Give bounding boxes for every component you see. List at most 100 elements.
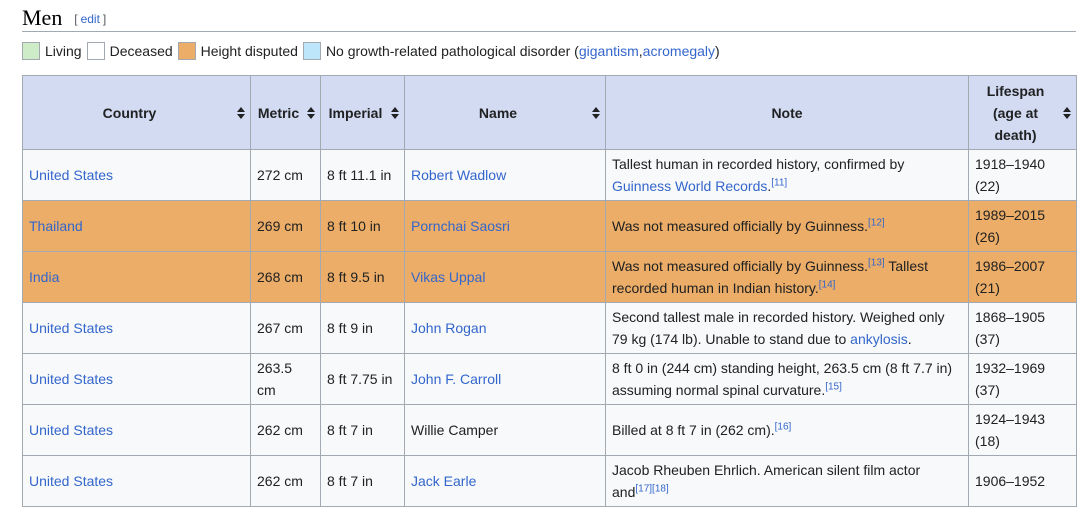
country-link[interactable]: United States: [29, 167, 114, 183]
imperial-cell: 8 ft 9 in: [320, 302, 405, 354]
legend-item-living: Living: [22, 42, 82, 60]
note-link[interactable]: Guinness World Records: [612, 178, 768, 194]
metric-cell: 262 cm: [250, 404, 321, 456]
name-cell: John F. Carroll: [404, 353, 606, 405]
person-name[interactable]: Jack Earle: [411, 473, 477, 489]
reference-link[interactable]: [16]: [774, 421, 792, 433]
living-swatch: [22, 42, 40, 60]
table-row: United States 267 cm 8 ft 9 in John Rogan Se…: [22, 302, 1077, 354]
lifespan-cell: 1924–1943 (18): [968, 404, 1077, 456]
metric-cell: 263.5 cm: [250, 353, 321, 405]
reference-link[interactable]: [11]: [771, 177, 788, 189]
lifespan-cell: 1918–1940 (22): [968, 149, 1077, 201]
country-link[interactable]: United States: [29, 371, 114, 387]
name-cell: Willie Camper: [404, 404, 606, 456]
name-cell: Robert Wadlow: [404, 149, 606, 201]
country-cell: United States: [22, 353, 251, 405]
table-row: United States 262 cm 8 ft 7 in Willie Campe…: [22, 404, 1077, 456]
deceased-swatch: [86, 42, 105, 60]
col-header-lifespan[interactable]: Lifespan (age at death): [968, 75, 1077, 150]
imperial-cell: 8 ft 10 in: [320, 200, 405, 252]
country-cell: United States: [22, 149, 251, 201]
country-cell: United States: [22, 404, 251, 456]
legend-item-deceased: Deceased: [86, 42, 173, 60]
sort-icon[interactable]: [307, 106, 315, 119]
name-cell: John Rogan: [404, 302, 606, 354]
table-row: United States 262 cm 8 ft 7 in Jack Earle Ja…: [22, 455, 1077, 507]
header-row: Country Metric Imperial Name Note Lifesp…: [22, 75, 1077, 150]
metric-cell: 269 cm: [250, 200, 321, 252]
country-cell: United States: [22, 302, 251, 354]
tallest-men-table: Country Metric Imperial Name Note Lifesp…: [22, 75, 1077, 507]
col-header-imperial[interactable]: Imperial: [320, 75, 405, 150]
person-name[interactable]: Robert Wadlow: [411, 167, 507, 183]
sort-icon[interactable]: [592, 106, 600, 119]
table-row: United States 272 cm 8 ft 11.1 in Robert Wa…: [22, 149, 1077, 201]
sort-icon[interactable]: [1063, 106, 1071, 119]
lifespan-cell: 1906–1952: [968, 455, 1077, 507]
country-link[interactable]: Thailand: [29, 218, 83, 234]
note-cell: Jacob Rheuben Ehrlich. American silent f…: [605, 455, 969, 507]
imperial-cell: 8 ft 7.75 in: [320, 353, 405, 405]
note-cell: 8 ft 0 in (244 cm) standing height, 263.…: [605, 353, 969, 405]
person-name[interactable]: Pornchai Saosri: [411, 218, 510, 234]
country-link[interactable]: United States: [29, 473, 114, 489]
reference-link[interactable]: [13]: [868, 257, 885, 269]
table-row: India 268 cm 8 ft 9.5 in Vikas Uppal Was not…: [22, 251, 1077, 303]
col-header-country[interactable]: Country: [22, 75, 251, 150]
legend: Living Deceased Height disputed No growt…: [22, 40, 725, 62]
name-cell: Pornchai Saosri: [404, 200, 606, 252]
imperial-cell: 8 ft 9.5 in: [320, 251, 405, 303]
country-link[interactable]: United States: [29, 320, 114, 336]
col-header-note: Note: [605, 75, 969, 150]
table-row: United States 263.5 cm 8 ft 7.75 in John F.…: [22, 353, 1077, 405]
reference-link[interactable]: [14]: [818, 279, 836, 291]
note-cell: Was not measured officially by Guinness.…: [605, 200, 969, 252]
metric-cell: 262 cm: [250, 455, 321, 507]
person-name: Willie Camper: [411, 422, 499, 438]
person-name[interactable]: Vikas Uppal: [411, 269, 486, 285]
lifespan-cell: 1868–1905 (37): [968, 302, 1077, 354]
country-link[interactable]: India: [29, 269, 60, 285]
legend-item-no-disorder: No growth-related pathological disorder …: [302, 42, 720, 60]
reference-link[interactable]: [17][18]: [635, 483, 669, 495]
no-disorder-swatch: [302, 42, 321, 60]
name-cell: Vikas Uppal: [404, 251, 606, 303]
country-link[interactable]: United States: [29, 422, 114, 438]
col-header-name[interactable]: Name: [404, 75, 606, 150]
note-cell: Billed at 8 ft 7 in (262 cm).[16]: [605, 404, 969, 456]
note-link[interactable]: ankylosis: [850, 331, 908, 347]
imperial-cell: 8 ft 11.1 in: [320, 149, 405, 201]
person-name[interactable]: John Rogan: [411, 320, 487, 336]
reference-link[interactable]: [12]: [868, 217, 885, 229]
lifespan-cell: 1932–1969 (37): [968, 353, 1077, 405]
gigantism-link[interactable]: gigantism: [578, 43, 639, 59]
lifespan-cell: 1989–2015 (26): [968, 200, 1077, 252]
section-title: Men: [22, 5, 63, 30]
note-cell: Second tallest male in recorded history.…: [605, 302, 969, 354]
person-name[interactable]: John F. Carroll: [411, 371, 502, 387]
metric-cell: 272 cm: [250, 149, 321, 201]
edit-section: [edit]: [74, 12, 107, 26]
country-cell: United States: [22, 455, 251, 507]
imperial-cell: 8 ft 7 in: [320, 455, 405, 507]
table-row: Thailand 269 cm 8 ft 10 in Pornchai Saosri W…: [22, 200, 1077, 252]
col-header-metric[interactable]: Metric: [250, 75, 321, 150]
lifespan-cell: 1986–2007 (21): [968, 251, 1077, 303]
name-cell: Jack Earle: [404, 455, 606, 507]
edit-link[interactable]: edit: [80, 12, 100, 26]
disputed-swatch: [177, 42, 196, 60]
note-cell: Was not measured officially by Guinness.…: [605, 251, 969, 303]
sort-icon[interactable]: [391, 106, 399, 119]
sort-icon[interactable]: [237, 106, 245, 119]
acromegaly-link[interactable]: acromegaly: [642, 43, 716, 59]
note-cell: Tallest human in recorded history, confi…: [605, 149, 969, 201]
metric-cell: 267 cm: [250, 302, 321, 354]
country-cell: Thailand: [22, 200, 251, 252]
reference-link[interactable]: [15]: [825, 381, 842, 393]
section-heading: Men [edit]: [22, 4, 1076, 32]
imperial-cell: 8 ft 7 in: [320, 404, 405, 456]
country-cell: India: [22, 251, 251, 303]
metric-cell: 268 cm: [250, 251, 321, 303]
legend-item-disputed: Height disputed: [177, 42, 298, 60]
